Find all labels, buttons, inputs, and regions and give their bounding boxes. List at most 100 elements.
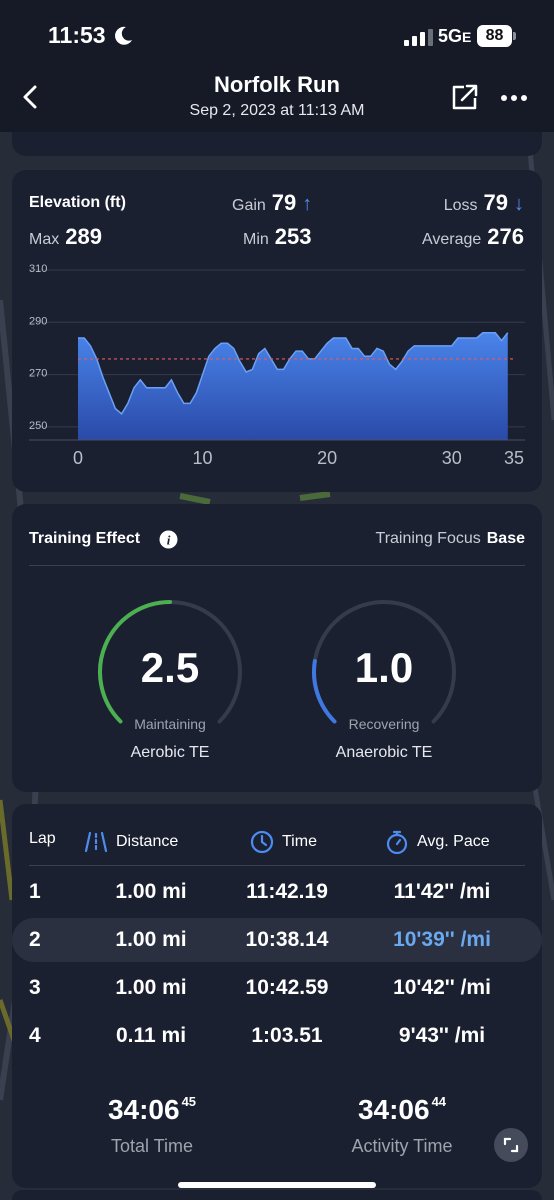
training-effect-card: Training Effect i Training Focus Base 2.5…: [12, 504, 542, 792]
lap-time: 10:42.59: [245, 976, 329, 999]
elevation-card: Elevation (ft) Gain 79 ↑ Loss 79 ↓ Max 2…: [12, 170, 542, 492]
nav-bar: Norfolk Run Sep 2, 2023 at 11:13 AM: [0, 70, 554, 132]
gain-stat: Gain 79 ↑: [232, 190, 312, 216]
lap-time: 1:03.51: [251, 1024, 323, 1047]
next-card: [12, 1190, 542, 1200]
signal-icon: [404, 29, 433, 46]
aerobic-name: Aerobic TE: [130, 744, 210, 761]
lap-row[interactable]: 3 1.00 mi 10:42.59 10'42'' /mi: [12, 966, 542, 1010]
min-label: Min: [243, 231, 269, 248]
distance-header-label: Distance: [116, 833, 179, 850]
max-stat: Max 289: [29, 224, 102, 250]
previous-chart-card: [12, 132, 542, 156]
status-time: 11:53: [48, 22, 106, 48]
lap-number: 2: [29, 928, 41, 951]
elevation-chart: 310 290 270 250 0 10 20 30 35: [29, 263, 525, 468]
y-tick-label: 270: [29, 368, 47, 380]
aerobic-gauge: [98, 600, 242, 724]
elevation-line: [78, 332, 509, 415]
max-value: 289: [65, 224, 102, 249]
page-subtitle: Sep 2, 2023 at 11:13 AM: [189, 102, 365, 119]
x-tick-label: 30: [442, 448, 462, 468]
training-focus: Training Focus Base: [376, 530, 525, 548]
x-tick-label: 10: [193, 448, 213, 468]
activity-time-value: 34:06: [357, 1094, 430, 1125]
distance-header: Distance: [84, 830, 178, 854]
arrow-down-icon: ↓: [514, 193, 524, 215]
expand-button[interactable]: [494, 1128, 528, 1162]
laps-card: Lap Distance Time Avg. Pace 1 1.00 mi 11…: [12, 804, 542, 1188]
loss-value: 79: [483, 190, 508, 215]
more-icon[interactable]: [500, 94, 528, 102]
lap-distance: 0.11 mi: [115, 1024, 187, 1047]
clock-icon: [250, 830, 274, 854]
lap-distance: 1.00 mi: [115, 880, 187, 903]
anaerobic-state: Recovering: [348, 716, 420, 732]
lap-distance: 1.00 mi: [115, 928, 187, 951]
total-time-label: Total Time: [110, 1136, 194, 1156]
y-tick-label: 310: [29, 263, 47, 275]
lap-number: 4: [29, 1024, 41, 1047]
expand-icon: [503, 1137, 519, 1153]
total-time-hundredths: 45: [181, 1094, 197, 1109]
arrow-up-icon: ↑: [302, 193, 313, 215]
aerobic-state: Maintaining: [134, 716, 206, 732]
training-focus-value: Base: [486, 530, 525, 547]
distance-icon: [84, 831, 108, 853]
home-indicator[interactable]: [178, 1182, 376, 1188]
page-title: Norfolk Run: [214, 72, 340, 97]
min-value: 253: [274, 224, 312, 249]
info-icon[interactable]: i: [159, 530, 178, 549]
pace-header: Avg. Pace: [385, 830, 490, 854]
aerobic-value: 2.5: [140, 644, 200, 691]
lap-row-highlighted[interactable]: 2 1.00 mi 10:38.14 10'39'' /mi: [12, 918, 542, 962]
y-tick-label: 250: [29, 420, 47, 432]
lap-pace: 10'42'' /mi: [393, 976, 491, 999]
y-tick-label: 290: [29, 315, 47, 327]
lap-pace: 11'42'' /mi: [393, 880, 491, 903]
lap-time: 11:42.19: [246, 880, 328, 903]
lap-number: 1: [29, 880, 41, 903]
elevation-area: [78, 332, 508, 440]
svg-text:i: i: [167, 533, 171, 548]
divider: [29, 565, 525, 566]
average-stat: Average 276: [422, 224, 524, 250]
battery-icon: 88: [477, 25, 517, 47]
status-bar: 11:53 5GE 88: [0, 0, 554, 70]
loss-stat: Loss 79 ↓: [444, 190, 524, 216]
activity-time-label: Activity Time: [351, 1136, 453, 1156]
gain-value: 79: [271, 190, 297, 215]
time-header: Time: [250, 830, 317, 854]
max-label: Max: [29, 231, 60, 248]
activity-time: 34:06 44 Activity Time: [302, 1094, 502, 1157]
lap-header: Lap: [29, 830, 56, 847]
share-icon[interactable]: [450, 82, 480, 112]
pace-header-label: Avg. Pace: [417, 833, 490, 850]
lap-row[interactable]: 4 0.11 mi 1:03.51 9'43'' /mi: [12, 1014, 542, 1058]
divider: [29, 865, 525, 866]
anaerobic-value: 1.0: [354, 644, 414, 691]
lap-time: 10:38.14: [245, 928, 329, 951]
x-tick-label: 20: [317, 448, 337, 468]
average-value: 276: [487, 224, 524, 249]
training-focus-label: Training Focus: [375, 530, 481, 547]
time-header-label: Time: [282, 833, 317, 850]
training-effect-title: Training Effect: [29, 530, 141, 547]
activity-time-hundredths: 44: [431, 1094, 447, 1109]
gauge-fill: [312, 659, 337, 724]
lap-row[interactable]: 1 1.00 mi 11:42.19 11'42'' /mi: [12, 870, 542, 914]
x-tick-label: 35: [504, 448, 524, 468]
gain-label: Gain: [232, 197, 266, 214]
loss-label: Loss: [443, 197, 478, 214]
average-label: Average: [421, 231, 482, 248]
elevation-title: Elevation (ft): [29, 194, 126, 211]
lap-pace-fastest: 10'39'' /mi: [393, 928, 491, 951]
battery-level: 88: [477, 25, 512, 47]
back-icon[interactable]: [18, 84, 44, 110]
moon-icon: [115, 26, 132, 45]
lap-pace: 9'43'' /mi: [398, 1024, 486, 1047]
anaerobic-gauge: [312, 600, 456, 724]
x-tick-label: 0: [73, 448, 83, 468]
lap-number: 3: [29, 976, 41, 999]
lap-distance: 1.00 mi: [115, 976, 187, 999]
